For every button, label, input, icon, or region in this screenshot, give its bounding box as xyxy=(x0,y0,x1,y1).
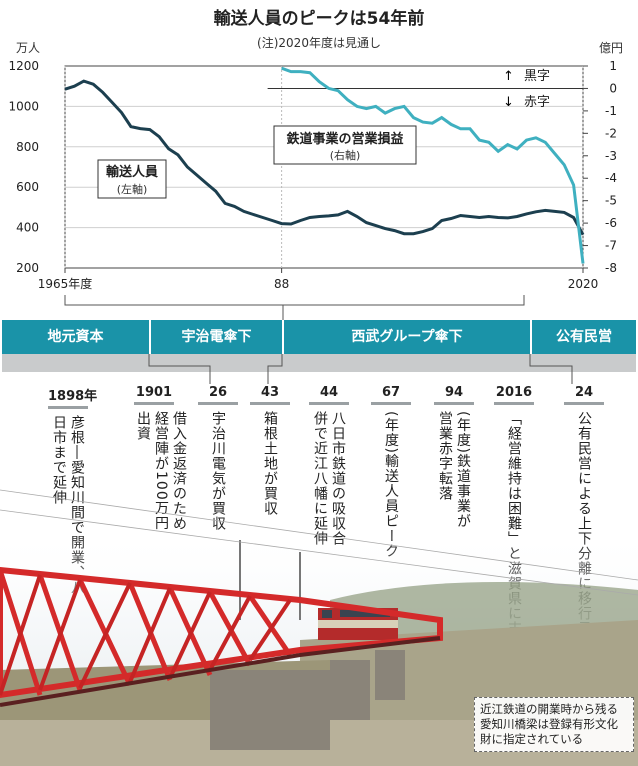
series-profit-line xyxy=(281,66,585,264)
era-public: 公有民営 xyxy=(556,329,612,345)
timeline-strip xyxy=(2,354,636,372)
era-divider xyxy=(149,320,151,354)
event-1967: 67 (年度)輸送人員ピーク xyxy=(371,385,411,571)
right-tick-label: -5 xyxy=(605,194,617,208)
timeline-ticks xyxy=(148,354,573,384)
event-1943: 43 箱根土地が買収 xyxy=(250,385,290,531)
left-tick-label: 600 xyxy=(16,180,39,194)
left-tick-label: 800 xyxy=(16,140,39,154)
left-tick-label: 1200 xyxy=(8,59,39,73)
right-tick-label: -4 xyxy=(605,171,617,185)
svg-text:鉄道事業の営業損益: 鉄道事業の営業損益 xyxy=(286,131,403,147)
svg-text:(左軸): (左軸) xyxy=(117,182,148,196)
series-riders-label: 輸送人員 (左軸) xyxy=(97,159,167,199)
left-tick-label: 1000 xyxy=(8,99,39,113)
era-seibu: 西武グループ傘下 xyxy=(351,329,463,345)
chart-area: 輸送人員のピークは54年前 (注)2020年度は見通し 万人 億円 120010… xyxy=(8,8,623,320)
era-divider xyxy=(530,320,532,354)
red-label: 赤字 xyxy=(524,95,550,110)
right-tick-label: -1 xyxy=(605,104,617,118)
event-1994: 94 (年度)鉄道事業が営業赤字転落 xyxy=(434,385,474,531)
event-1926: 26 宇治川電気が買収 xyxy=(198,385,238,531)
right-tick-label: -3 xyxy=(605,149,617,163)
series-profit-label: 鉄道事業の営業損益 (右軸) xyxy=(273,125,417,165)
red-arrow: ↓ xyxy=(503,95,514,110)
svg-text:輸送人員: 輸送人員 xyxy=(106,164,158,180)
right-tick-label: -8 xyxy=(605,261,617,275)
x-tick-label: 1965年度 xyxy=(38,276,93,291)
chart-note: (注)2020年度は見通し xyxy=(257,35,381,50)
right-tick-label: 1 xyxy=(609,59,617,73)
x-tick-label: 2020 xyxy=(568,277,599,291)
right-tick-label: -6 xyxy=(605,216,617,230)
series-riders-line xyxy=(64,79,585,236)
era-divider xyxy=(282,320,284,354)
era-connectors xyxy=(64,295,525,320)
right-tick-label: 0 xyxy=(609,81,617,95)
event-1901: 1901 借入金返済のため経営陣が100万円出資 xyxy=(134,385,187,531)
svg-text:(右軸): (右軸) xyxy=(330,148,361,162)
left-axis-unit: 万人 xyxy=(16,41,40,55)
era-ujiden: 宇治電傘下 xyxy=(181,329,252,345)
x-tick-label: 88 xyxy=(274,277,289,291)
event-1944: 44 八日市鉄道の吸収合併で近江八幡に延伸 xyxy=(309,385,349,551)
chart-title: 輸送人員のピークは54年前 xyxy=(214,8,425,29)
black-arrow: ↑ xyxy=(503,69,514,84)
left-tick-label: 400 xyxy=(16,221,39,235)
right-axis-unit: 億円 xyxy=(599,41,623,55)
photo-caption: 近江鉄道の開業時から残る愛知川橋梁は登録有形文化財に指定されている xyxy=(474,697,634,752)
right-tick-label: -7 xyxy=(605,239,617,253)
black-label: 黒字 xyxy=(524,69,550,84)
right-tick-label: -2 xyxy=(605,126,617,140)
left-tick-label: 200 xyxy=(16,261,39,275)
era-local-capital: 地元資本 xyxy=(47,329,104,345)
